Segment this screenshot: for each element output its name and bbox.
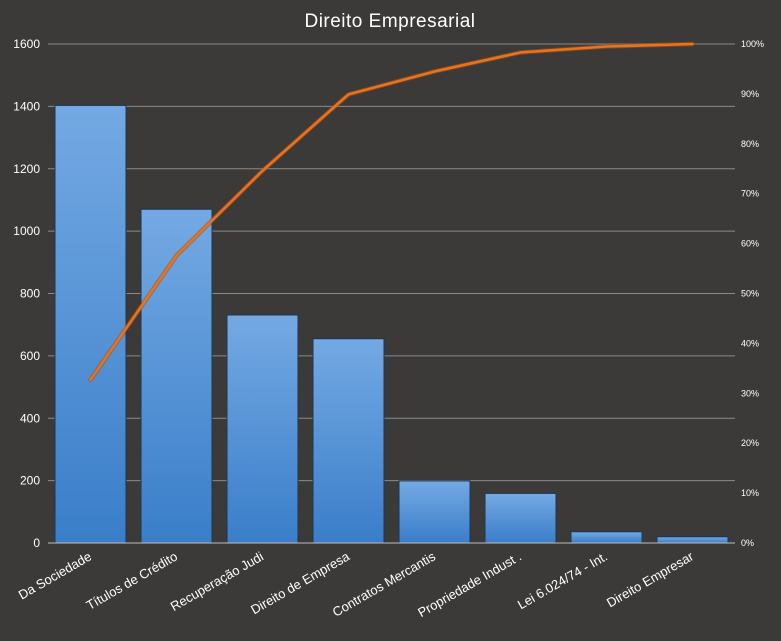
secondary-tick-label: 20% xyxy=(741,438,759,448)
y-tick-label: 200 xyxy=(20,474,40,488)
category-label: Da Sociedade xyxy=(16,549,94,603)
secondary-tick-label: 60% xyxy=(741,239,759,249)
y-tick-label: 400 xyxy=(20,411,40,425)
bar xyxy=(570,531,643,544)
secondary-tick-label: 90% xyxy=(741,89,759,99)
y-tick-label: 1600 xyxy=(13,37,40,51)
y-tick-label: 800 xyxy=(20,287,40,301)
y-tick-label: 0 xyxy=(33,536,40,550)
y-tick-label: 1200 xyxy=(13,162,40,176)
bar xyxy=(140,208,213,544)
y-tick-label: 600 xyxy=(20,349,40,363)
secondary-tick-label: 50% xyxy=(741,289,759,299)
bar xyxy=(484,492,557,544)
secondary-tick-label: 30% xyxy=(741,388,759,398)
y-tick-label: 1000 xyxy=(13,224,40,238)
category-label: Direito Empresar xyxy=(604,548,697,610)
bar xyxy=(398,480,471,544)
bar xyxy=(312,338,385,544)
axes: 0 200 400 600 800 1000 1200 1400 1600 0% 10% 20% 30%… xyxy=(13,37,764,550)
category-label: Títulos de Crédito xyxy=(84,549,180,613)
bar xyxy=(226,314,299,544)
bar xyxy=(54,104,127,544)
secondary-tick-label: 40% xyxy=(741,338,759,348)
y-tick-label: 1400 xyxy=(13,99,40,113)
secondary-tick-label: 0% xyxy=(741,538,754,548)
secondary-tick-label: 100% xyxy=(741,39,764,49)
bars xyxy=(54,104,729,544)
cumulative-line xyxy=(89,42,694,382)
category-label: Lei 6.024/74 - Int. xyxy=(515,549,610,613)
chart-title: Direito Empresarial xyxy=(304,11,475,32)
bar xyxy=(656,536,729,544)
secondary-tick-label: 10% xyxy=(741,488,759,498)
secondary-tick-label: 70% xyxy=(741,189,759,199)
cumulative-line-group xyxy=(88,41,695,383)
secondary-tick-label: 80% xyxy=(741,139,759,149)
